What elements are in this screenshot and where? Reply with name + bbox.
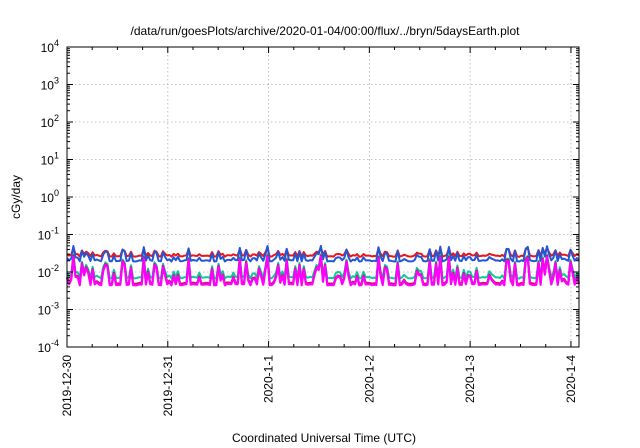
chart-title: /data/run/goesPlots/archive/2020-01-04/0… (131, 24, 521, 38)
series-line-5 (65, 255, 581, 287)
x-tick-label: 2019-12-30 (60, 355, 74, 417)
series-line-2 (66, 244, 580, 263)
x-tick-label: 2020-1-1 (262, 355, 276, 403)
y-tick-label: 100 (41, 188, 59, 205)
y-tick-label: 104 (41, 38, 59, 55)
x-tick-label: 2020-1-2 (362, 355, 376, 403)
y-tick-label: 10-4 (38, 338, 59, 355)
y-tick-label: 10-3 (38, 301, 59, 318)
y-tick-label: 101 (41, 151, 59, 168)
x-axis: 2019-12-30 2019-12-31 2020-1-1 2020-1-2 2020… (60, 47, 578, 416)
x-tick-label: 2020-1-3 (463, 355, 477, 403)
y-tick-label: 10-1 (38, 226, 59, 243)
grid (67, 47, 579, 347)
y-axis: 10-4 10-3 10-2 10-1 100 101 102 103 104 (38, 38, 579, 355)
x-tick-label: 2020-1-4 (564, 355, 578, 403)
y-tick-label: 103 (41, 76, 59, 93)
y-tick-label: 10-2 (38, 263, 59, 280)
x-tick-label: 2019-12-31 (161, 355, 175, 417)
y-axis-label: cGy/day (9, 175, 23, 219)
series-group (65, 244, 581, 287)
y-tick-label: 102 (41, 113, 59, 130)
x-axis-label: Coordinated Universal Time (UTC) (232, 431, 416, 445)
